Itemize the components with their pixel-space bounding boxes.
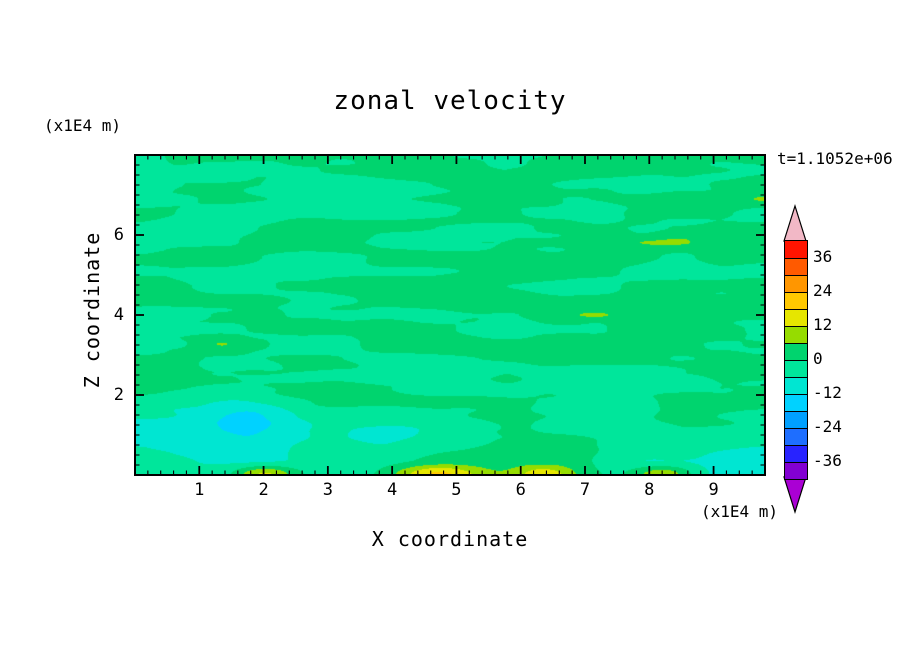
timestamp-label: t=1.1052e+06	[777, 149, 893, 168]
colorbar-tick-label: 12	[813, 315, 833, 334]
colorbar-tick-label: 24	[813, 281, 833, 300]
x-axis-units: (x1E4 m)	[700, 502, 778, 521]
x-tick-label: 8	[644, 480, 655, 500]
x-axis-label: X coordinate	[371, 527, 529, 551]
x-tick-label: 1	[194, 480, 205, 500]
y-tick-label: 2	[113, 385, 124, 405]
colorbar-segment	[785, 445, 807, 462]
colorbar-segment	[785, 411, 807, 428]
colorbar-segment	[785, 377, 807, 394]
x-tick-label: 7	[579, 480, 591, 500]
y-tick-label: 4	[113, 305, 124, 325]
colorbar-segment	[785, 462, 807, 479]
colorbar-segment	[785, 326, 807, 343]
colorbar-segment	[785, 309, 807, 326]
colorbar-tick-label: -12	[813, 383, 842, 402]
colorbar	[784, 240, 808, 480]
x-tick-label: 9	[708, 480, 719, 500]
colorbar-segment	[785, 258, 807, 275]
x-tick-label: 2	[258, 480, 269, 500]
x-tick-label: 5	[451, 480, 462, 500]
colorbar-segment	[785, 360, 807, 377]
colorbar-segment	[785, 292, 807, 309]
colorbar-segment	[785, 343, 807, 360]
colorbar-tick-label: -36	[813, 451, 842, 470]
colorbar-segment	[785, 394, 807, 411]
colorbar-tick-label: 0	[813, 349, 823, 368]
y-tick-label: 6	[113, 225, 124, 245]
y-axis-units: (x1E4 m)	[44, 116, 122, 135]
colorbar-under-arrow	[783, 476, 807, 515]
colorbar-segment	[785, 241, 807, 258]
colorbar-segment	[785, 428, 807, 445]
x-tick-label: 3	[322, 480, 333, 500]
contour-field	[135, 155, 765, 475]
colorbar-segment	[785, 275, 807, 292]
x-tick-label: 4	[387, 480, 398, 500]
plot-title: zonal velocity	[333, 86, 567, 116]
colorbar-tick-label: 36	[813, 247, 833, 266]
colorbar-over-arrow	[783, 203, 807, 242]
x-tick-label: 6	[515, 480, 526, 500]
colorbar-tick-label: -24	[813, 417, 842, 436]
